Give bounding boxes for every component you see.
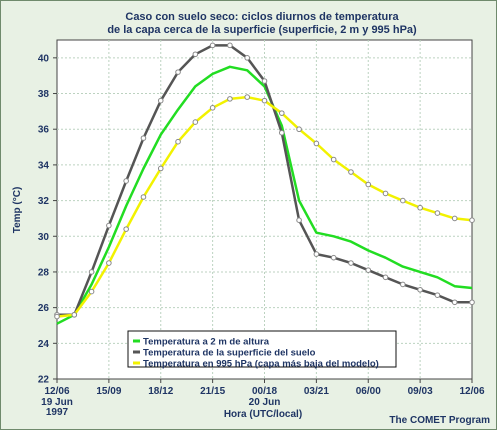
series-2-point <box>348 260 354 266</box>
series-2-point <box>209 42 216 49</box>
series-3-point <box>400 197 406 204</box>
x-tick-label: 06/00 <box>356 386 381 397</box>
series-2-point <box>261 78 268 84</box>
series-3-point <box>54 313 60 320</box>
y-tick-label: 32 <box>38 196 50 207</box>
series-2-point <box>296 217 302 224</box>
y-tick-label: 24 <box>38 339 50 350</box>
series-2-point <box>330 254 337 261</box>
x-tick-label: 12/06 <box>459 386 484 397</box>
series-2-point <box>244 55 251 61</box>
x-tick-label: 15/09 <box>96 386 121 397</box>
series-3-point <box>157 165 164 172</box>
x-tick-label: 00/18 <box>252 386 277 397</box>
x-tick-sublabel: 1997 <box>46 407 69 418</box>
series-3-point <box>261 97 268 104</box>
series-3-point <box>106 260 112 266</box>
x-tick-sublabel: 20 Jun <box>249 397 281 408</box>
x-tick-label: 18/12 <box>148 386 173 397</box>
x-tick-label: 03/21 <box>304 386 329 397</box>
series-2-point <box>123 178 129 184</box>
series-2-point <box>313 251 320 257</box>
y-tick-label: 36 <box>38 125 50 136</box>
y-axis-title: Temp (°C) <box>12 187 23 234</box>
series-3-point <box>71 311 78 318</box>
legend-label-1: Temperatura a 2 m de altura <box>143 337 270 348</box>
series-2-point <box>382 274 389 281</box>
series-3-point <box>192 119 199 125</box>
y-tick-label: 34 <box>38 160 50 171</box>
series-2-point <box>227 42 233 49</box>
series-2-point <box>365 267 372 273</box>
series-3-point <box>348 169 354 175</box>
series-3-point <box>140 194 147 200</box>
y-tick-label: 38 <box>38 89 50 100</box>
series-3-point <box>296 126 302 133</box>
x-tick-label: 09/03 <box>408 386 433 397</box>
series-2-point <box>157 97 164 104</box>
x-tick-label: 12/06 <box>44 386 69 397</box>
series-3-point <box>365 181 372 188</box>
series-layer <box>54 42 475 325</box>
chart-title-line-1: Caso con suelo seco: ciclos diurnos de t… <box>125 11 399 23</box>
series-2-point <box>88 269 95 275</box>
series-3-point <box>175 138 181 145</box>
x-tick-sublabel: 19 Jun <box>41 397 73 408</box>
x-tick-label: 21/15 <box>200 386 225 397</box>
y-tick-label: 30 <box>38 232 50 243</box>
series-3-point <box>434 210 441 216</box>
series-2-point <box>469 299 475 306</box>
x-axis-title: Hora (UTC/local) <box>224 409 302 420</box>
series-3-point <box>278 110 285 116</box>
series-3-point <box>330 156 337 163</box>
series-2-point <box>434 292 441 298</box>
series-2-point <box>400 281 406 288</box>
series-3-point <box>88 288 95 295</box>
series-3-point <box>417 204 423 211</box>
series-3-point <box>313 140 320 147</box>
legend-label-2: Temperatura de la superficie del suelo <box>143 348 316 359</box>
series-line-1 <box>56 65 473 325</box>
y-tick-label: 28 <box>38 267 50 278</box>
chart-title-line-2: de la capa cerca de la superficie (super… <box>107 24 417 36</box>
grid-lines <box>57 40 472 379</box>
series-2-point <box>175 69 181 75</box>
series-3-point <box>451 215 458 222</box>
series-3-point <box>382 190 389 197</box>
series-2-point <box>106 222 112 229</box>
series-3-point <box>244 94 251 100</box>
legend-label-3: Temperatura en 995 hPa (capa más baja de… <box>143 359 379 370</box>
series-2-point <box>278 129 285 136</box>
series-3-point <box>469 217 475 224</box>
series-2-point <box>451 299 458 306</box>
y-tick-label: 22 <box>38 375 50 386</box>
series-3-point <box>209 105 216 111</box>
credit-label: The COMET Program <box>389 415 490 426</box>
series-2-point <box>140 135 147 141</box>
series-3-point <box>123 226 129 232</box>
series-3-point <box>227 96 233 102</box>
series-2-point <box>192 51 199 58</box>
y-tick-label: 26 <box>38 303 50 314</box>
y-tick-label: 40 <box>38 53 50 64</box>
series-2-point <box>417 286 423 293</box>
legend-box <box>127 330 397 368</box>
